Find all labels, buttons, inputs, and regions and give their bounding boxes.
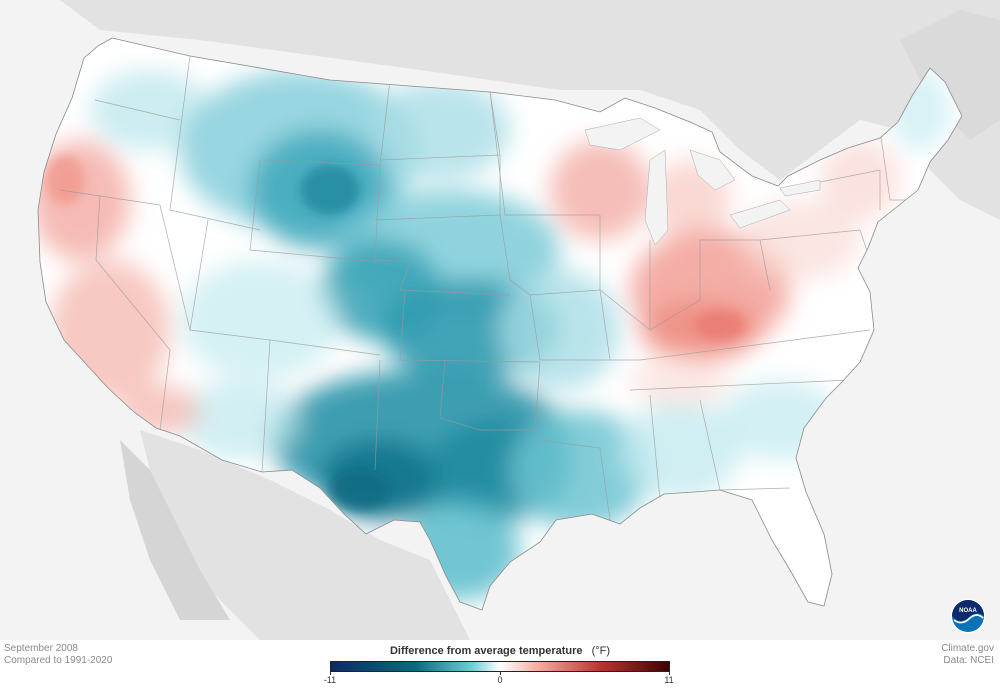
temperature-anomaly-map (37, 0, 1000, 640)
legend-tick-min: -11 (323, 675, 337, 685)
legend-color-bar (330, 661, 670, 672)
credits: Climate.gov Data: NCEI (941, 643, 994, 667)
legend-title: Difference from average temperature (°F) (330, 645, 670, 657)
noaa-logo-icon: NOAA (950, 598, 986, 634)
legend-tick-mark-min (330, 672, 331, 675)
legend-title-text: Difference from average temperature (389, 645, 583, 657)
credit-data: Data: NCEI (943, 655, 994, 666)
caption-comparison: Compared to 1991-2020 (4, 655, 113, 666)
map-caption: September 2008 Compared to 1991-2020 (4, 643, 112, 667)
legend-tick-mark-max (669, 672, 670, 675)
legend-tick-mark-mid (500, 672, 501, 675)
legend-unit: (°F) (591, 645, 611, 657)
noaa-logo-text: NOAA (959, 608, 977, 614)
caption-date: September 2008 (4, 643, 78, 654)
legend-tick-mid: 0 (497, 675, 503, 685)
legend-tick-max: 11 (664, 675, 674, 685)
credit-source: Climate.gov (941, 643, 994, 654)
footer: September 2008 Compared to 1991-2020 Dif… (0, 640, 1000, 690)
